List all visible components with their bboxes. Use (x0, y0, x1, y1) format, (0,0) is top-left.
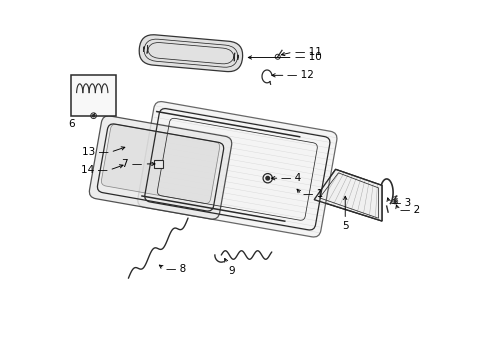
Text: 6: 6 (69, 118, 75, 129)
Text: — 1: — 1 (303, 189, 323, 199)
Text: 14 —: 14 — (81, 165, 107, 175)
Polygon shape (313, 169, 381, 221)
Text: — 8: — 8 (165, 264, 186, 274)
Text: 9: 9 (228, 266, 235, 276)
Circle shape (92, 114, 95, 117)
Text: — 2: — 2 (399, 205, 419, 215)
Text: — 10: — 10 (294, 53, 321, 63)
Bar (154, 159, 163, 168)
Bar (71, 75, 116, 116)
FancyBboxPatch shape (138, 102, 336, 237)
Text: — 11: — 11 (294, 47, 321, 57)
Circle shape (393, 201, 395, 203)
Text: — 12: — 12 (287, 70, 314, 80)
Text: — 3: — 3 (390, 198, 410, 208)
FancyBboxPatch shape (89, 116, 231, 219)
Text: 13 —: 13 — (81, 147, 108, 157)
Text: 7 —: 7 — (122, 159, 142, 169)
Circle shape (265, 176, 269, 180)
FancyBboxPatch shape (101, 124, 219, 203)
Text: — 4: — 4 (281, 173, 301, 183)
Text: 5: 5 (341, 221, 348, 231)
FancyBboxPatch shape (139, 35, 242, 72)
